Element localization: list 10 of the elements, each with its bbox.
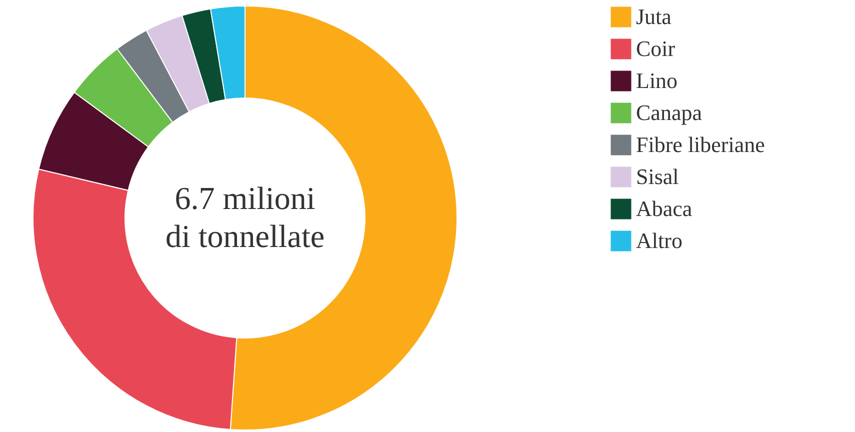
text: di tonnellate	[165, 218, 325, 254]
text: 6.7 milioni	[174, 180, 316, 216]
legend-label: Abaca	[636, 196, 692, 221]
legend-label: Canapa	[636, 100, 702, 125]
legend-label: Altro	[636, 228, 682, 253]
legend-label: Lino	[636, 68, 678, 93]
legend-label: Coir	[636, 36, 676, 61]
legend-label: Sisal	[636, 164, 679, 189]
legend-label: Fibre liberiane	[636, 132, 765, 157]
legend-label: Juta	[636, 4, 672, 29]
